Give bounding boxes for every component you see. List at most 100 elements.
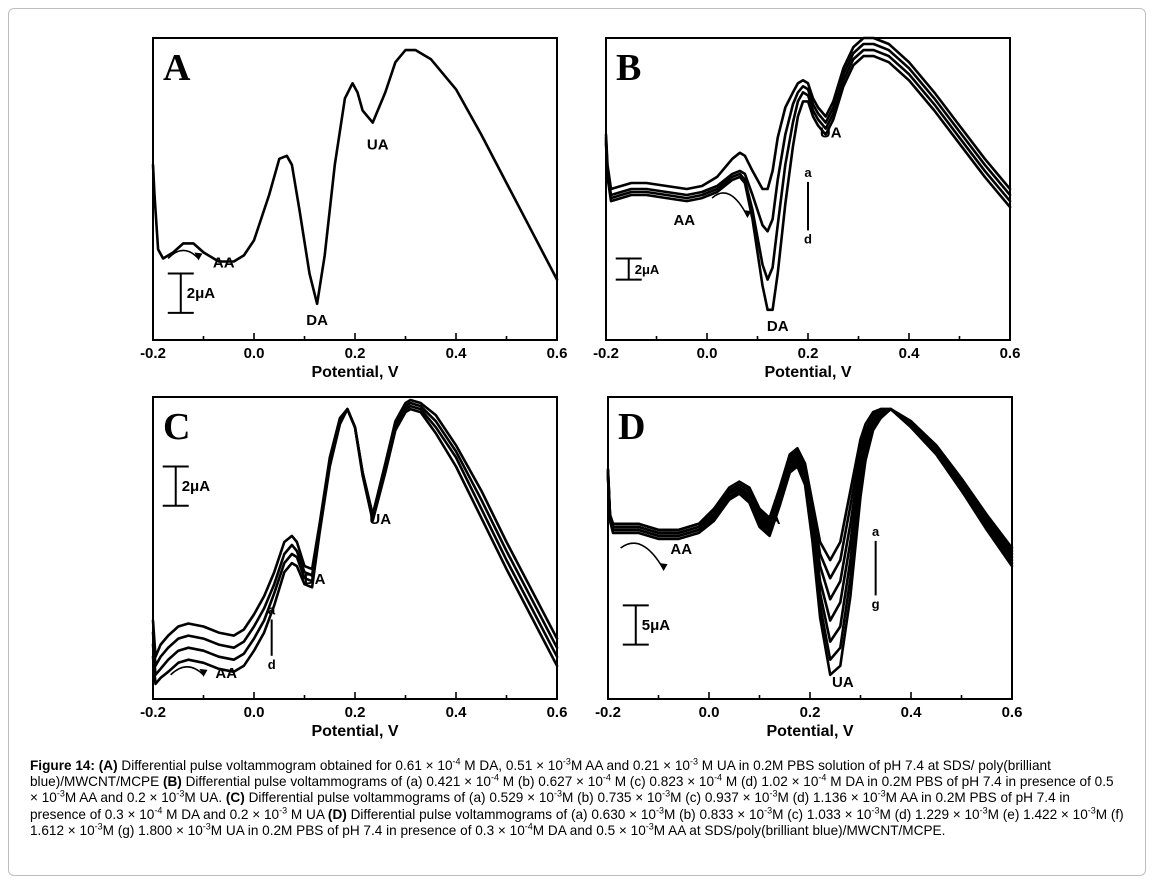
annotation-aa: AA <box>670 541 692 558</box>
x-axis-label: Potential, V <box>311 723 398 740</box>
caption-sup: -3 <box>553 788 562 799</box>
annotation-g: g <box>872 596 880 611</box>
panel-label-b: B <box>616 47 641 89</box>
caption-b-text: M AA and 0.2 × 10 <box>64 790 177 806</box>
x-tick-label: 0.6 <box>547 345 568 362</box>
caption-d-text: M UA in 0.2M PBS of pH 7.4 in presence o… <box>210 822 525 838</box>
caption-c-text: M (b) 0.735 × 10 <box>561 790 663 806</box>
scan-direction-arrow <box>620 542 665 570</box>
annotation-a: a <box>804 165 812 180</box>
caption-sup: -3 <box>645 821 654 832</box>
caption-c-text: M (c) 0.937 × 10 <box>670 790 770 806</box>
scale-bar <box>167 272 194 314</box>
annotation-da: DA <box>759 511 781 528</box>
caption-sup: -3 <box>202 821 211 832</box>
caption-sup: -3 <box>979 805 988 816</box>
series-line-c <box>604 48 1012 281</box>
caption-sup: -3 <box>279 805 288 816</box>
caption-c-text: M (d) 1.136 × 10 <box>777 790 878 806</box>
x-tick-label: -0.2 <box>595 704 621 721</box>
plot-area-d <box>607 396 1013 700</box>
caption-sup: -3 <box>689 756 698 767</box>
series-line-g <box>606 407 1014 677</box>
caption-c-text: M UA <box>287 806 325 822</box>
arrowhead-icon <box>659 563 668 572</box>
scale-bar-label: 2μA <box>182 478 211 495</box>
caption-d-text: M (c) 1.033 × 10 <box>772 806 872 822</box>
caption-a-tag: (A) <box>98 758 118 773</box>
x-tick-label: 0.6 <box>1000 345 1021 362</box>
annotation-da: DA <box>767 318 789 335</box>
caption-b-text: M (d) 1.02 × 10 <box>722 774 819 790</box>
caption-d-tag: (D) <box>327 806 347 822</box>
caption-sup: -4 <box>524 821 533 832</box>
panel-label-d: D <box>618 406 645 448</box>
arrowhead-icon <box>743 210 752 219</box>
caption-c-text: M DA and 0.2 × 10 <box>162 806 280 822</box>
caption-d-text: M (d) 1.229 × 10 <box>879 806 980 822</box>
x-tick-label: 0.0 <box>699 704 720 721</box>
annotation-da: DA <box>304 571 326 588</box>
x-tick-label: -0.2 <box>140 704 166 721</box>
caption-sup: -3 <box>871 805 880 816</box>
caption-sup: -3 <box>176 788 185 799</box>
series-line-a <box>604 36 1012 191</box>
scale-bar <box>162 465 189 507</box>
annotation-ua: UA <box>820 125 842 142</box>
caption-c-tag: (C) <box>225 790 245 806</box>
caption-d-text: M DA and 0.5 × 10 <box>532 822 646 838</box>
x-axis-label: Potential, V <box>311 364 398 381</box>
caption-d-text: M (b) 0.833 × 10 <box>663 806 765 822</box>
series-line-d <box>604 54 1012 312</box>
caption-sup: -4 <box>490 772 499 783</box>
caption-sup: -3 <box>94 821 103 832</box>
annotation-d: d <box>268 657 276 672</box>
caption-sup: -4 <box>714 772 723 783</box>
caption-sup: -3 <box>56 788 65 799</box>
caption-d-text: M (e) 1.422 × 10 <box>987 806 1088 822</box>
scan-direction-arrow <box>167 249 200 260</box>
caption-b-text: M (c) 0.823 × 10 <box>610 774 715 790</box>
caption-sup: -4 <box>602 772 611 783</box>
annotation-a: a <box>268 602 276 617</box>
caption-c-text: M AA in 0.2M PBS of pH 7.4 in presence o… <box>30 790 1070 822</box>
annotation-aa: AA <box>673 212 695 229</box>
x-tick-label: 0.0 <box>244 704 265 721</box>
caption-a-text: M UA in 0.2M PBS solution of pH 7.4 at S… <box>30 758 1051 790</box>
scale-bar <box>615 257 642 281</box>
panel-label-c: C <box>163 406 190 448</box>
scale-bar-label: 5μA <box>642 617 671 634</box>
x-tick-label: 0.6 <box>547 704 568 721</box>
caption-sup: -4 <box>818 772 827 783</box>
x-tick-label: 0.0 <box>697 345 718 362</box>
caption-a-text: Differential pulse voltammogram obtained… <box>121 758 453 773</box>
annotation-a: a <box>872 524 880 539</box>
x-tick-label: 0.4 <box>901 704 923 721</box>
scale-bar <box>622 604 649 646</box>
x-tick-label: 0.2 <box>798 345 819 362</box>
caption-sup: -3 <box>764 805 773 816</box>
caption-d-text: Differential pulse voltammograms of (a) … <box>350 806 656 822</box>
caption-b-text: M (b) 0.627 × 10 <box>499 774 603 790</box>
caption-c-text: Differential pulse voltammograms of (a) … <box>248 790 554 806</box>
arrowhead-icon <box>199 668 208 677</box>
x-tick-label: 0.2 <box>800 704 821 721</box>
x-tick-label: 0.2 <box>345 345 366 362</box>
caption-sup: -3 <box>562 756 571 767</box>
caption-sup: -3 <box>655 805 664 816</box>
annotation-ua: UA <box>367 137 389 154</box>
x-tick-label: 0.4 <box>446 704 468 721</box>
figure-frame <box>8 8 1146 876</box>
caption-sup: -3 <box>1087 805 1096 816</box>
caption-a-text: M DA, 0.51 × 10 <box>460 758 563 773</box>
series-line-a <box>606 407 1014 562</box>
series-line-DPV <box>151 48 559 306</box>
caption-d-text: M AA at SDS/poly(brilliant blue)/MWCNT/M… <box>653 822 946 838</box>
x-tick-label: 0.4 <box>899 345 921 362</box>
annotation-d: d <box>804 231 812 246</box>
series-line-b <box>604 42 1012 233</box>
x-tick-label: 0.2 <box>345 704 366 721</box>
